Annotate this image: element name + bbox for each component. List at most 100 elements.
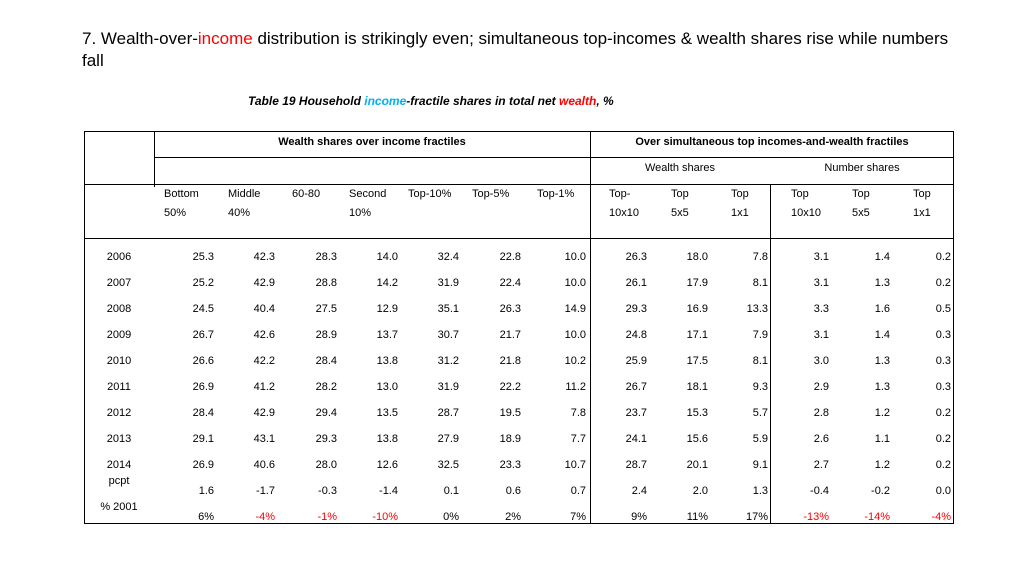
column-header: Second [349,188,387,200]
table-cell: 9% [631,511,647,523]
table-cell: 16.9 [686,303,708,315]
table-cell: -0.4 [810,485,829,497]
table-cell: 8.1 [752,355,768,367]
header-number-shares: Number shares [824,162,900,174]
table-cell: 42.2 [253,355,275,367]
table-cell: 12.9 [376,303,398,315]
table-cell: 26.3 [499,303,521,315]
table-cell: 26.7 [192,329,214,341]
title-prefix: 7. Wealth-over- [82,29,198,48]
table-cell: 41.2 [253,381,275,393]
table-cell: 10.0 [564,277,586,289]
table-cell: 11.2 [565,381,586,393]
table-cell: 26.6 [192,355,214,367]
header-top-incomes-and-wealth: Over simultaneous top incomes-and-wealth… [635,136,909,148]
column-header: Top-10% [408,188,452,200]
table-cell: 18.9 [499,433,521,445]
column-header-sub: 50% [164,207,187,219]
table-cell: 9.1 [752,459,768,471]
table-cell: 0.0 [935,485,951,497]
table-title-income: income [364,94,407,108]
table-cell: 2.4 [631,485,647,497]
header-wealth-shares: Wealth shares [644,162,716,174]
table-title-wealth: wealth [558,94,597,108]
table-cell: 17.5 [686,355,708,367]
table-cell: 0.2 [935,407,951,419]
table-cell: 2.6 [813,433,829,445]
table-cell: 13.5 [376,407,398,419]
table-cell: 1.3 [752,485,768,497]
table-cell: 24.8 [625,329,647,341]
column-header: Top- [609,188,631,200]
table-cell: 0.6 [505,485,521,497]
table-cell: 29.3 [625,303,647,315]
table-cell: 27.9 [437,433,459,445]
column-header: Top [671,188,689,200]
table-cell: 7.9 [752,329,768,341]
table-cell: 28.7 [437,407,459,419]
table-cell: 22.4 [499,277,521,289]
column-header-sub: 5x5 [671,207,689,219]
row-label: 2009 [106,329,132,341]
table-cell: -10% [372,511,398,523]
table-cell: 1.4 [874,251,890,263]
table-cell: 23.3 [499,459,521,471]
table-cell: 2% [505,511,521,523]
table-cell: 0.3 [935,355,951,367]
table-divider [84,238,954,239]
table-cell: 28.4 [315,355,337,367]
table-cell: 1.3 [874,355,890,367]
table-cell: 28.7 [625,459,647,471]
table-cell: 0.3 [935,329,951,341]
table-cell: 26.7 [625,381,647,393]
column-header-sub: 10x10 [609,207,639,219]
table-cell: 42.6 [253,329,275,341]
table-cell: -0.2 [871,485,890,497]
table-cell: 22.2 [499,381,521,393]
table-cell: 31.9 [437,381,459,393]
table-cell: 17.9 [686,277,708,289]
table-cell: 12.6 [376,459,398,471]
table-cell: 13.3 [746,303,768,315]
table-cell: -1% [317,511,337,523]
table-cell: 6% [198,511,214,523]
table-cell: -13% [803,511,829,523]
table-cell: 7.7 [570,433,586,445]
table-cell: 26.9 [192,381,214,393]
row-label: 2011 [107,381,131,393]
row-label: pcpt [108,475,130,487]
table-cell: 32.4 [437,251,459,263]
table-cell: 21.8 [499,355,521,367]
table-cell: 5.9 [752,433,768,445]
table-cell: 1.2 [874,407,890,419]
table-divider [154,131,155,187]
table-cell: -0.3 [318,485,337,497]
column-header: Top [852,188,870,200]
table-cell: 13.7 [376,329,398,341]
row-label: 2014 [106,459,132,471]
table-cell: 1.6 [874,303,890,315]
table-cell: -1.4 [379,485,398,497]
column-header: 60-80 [292,188,321,200]
table-title-prefix: Table 19 Household [248,94,365,108]
table-divider [84,184,954,185]
column-header-sub: 10% [349,207,372,219]
column-header: Top [791,188,809,200]
table-cell: 21.7 [499,329,521,341]
table-cell: 8.1 [752,277,768,289]
table-cell: 23.7 [625,407,647,419]
table-cell: 25.9 [625,355,647,367]
table-cell: 3.1 [813,251,829,263]
table-cell: 3.1 [813,329,829,341]
table-divider [154,157,954,158]
table-cell: 7.8 [752,251,768,263]
table-cell: 19.5 [499,407,521,419]
table-cell: 42.3 [253,251,275,263]
table-cell: 14.0 [376,251,398,263]
column-header: Top [731,188,749,200]
table-cell: 24.1 [625,433,647,445]
row-label: % 2001 [100,501,138,513]
table-cell: 0.2 [935,459,951,471]
table-cell: 3.0 [813,355,829,367]
table-cell: 15.3 [686,407,708,419]
